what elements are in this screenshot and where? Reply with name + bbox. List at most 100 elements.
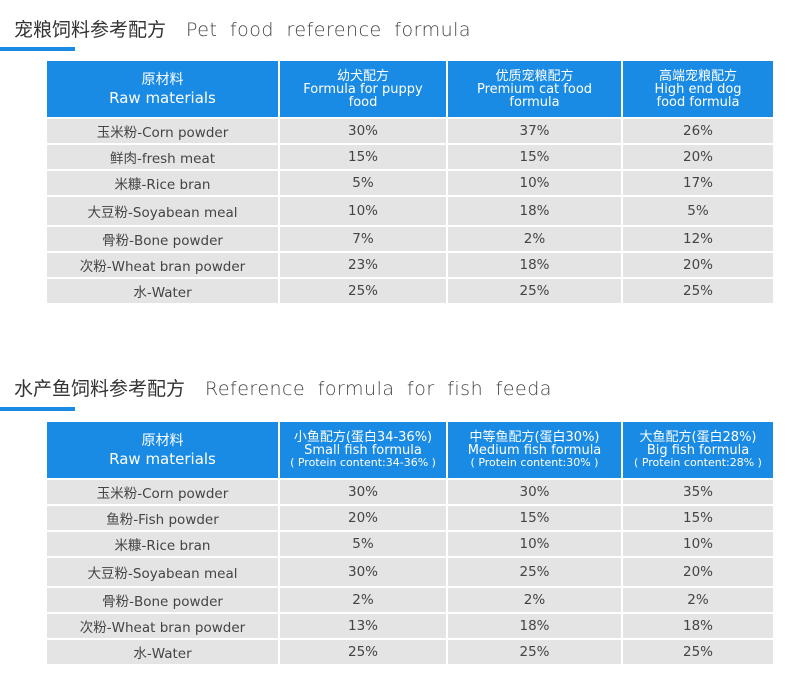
table-row: 次粉-Wheat bran powder 13% 18% 18%	[45, 612, 775, 640]
cell-value: 12%	[621, 225, 775, 253]
pet-food-title-underline	[0, 47, 75, 51]
cell-material: 大豆粉-Soyabean meal	[45, 195, 280, 227]
header-line-en: Premium cat food	[476, 81, 593, 97]
table-row: 次粉-Wheat bran powder 23% 18% 20%	[45, 251, 775, 279]
cell-value: 30%	[278, 117, 448, 145]
table-header-row: 原材料 Raw materials 幼犬配方 Formula for puppy…	[45, 59, 775, 119]
cell-value: 20%	[278, 504, 448, 532]
header-raw-materials: 原材料 Raw materials	[45, 420, 280, 480]
fish-feed-title-en: Reference formula for fish feeda	[205, 378, 552, 400]
table-row: 米糠-Rice bran 5% 10% 10%	[45, 530, 775, 558]
cell-value: 15%	[446, 143, 623, 171]
header-line-cn: 中等鱼配方(蛋白30%)	[469, 430, 600, 445]
header-line-cn: 原材料	[141, 433, 184, 449]
cell-material: 鲜肉-fresh meat	[45, 143, 280, 171]
pet-food-title-cn: 宠粮饲料参考配方	[14, 19, 167, 41]
cell-value: 5%	[278, 169, 448, 197]
header-puppy-formula: 幼犬配方 Formula for puppy food	[278, 59, 448, 119]
header-line-protein: ( Protein content:28% )	[634, 456, 762, 469]
fish-feed-title-cn: 水产鱼饲料参考配方	[14, 378, 186, 400]
cell-material: 水-Water	[45, 277, 280, 305]
cell-value: 15%	[446, 504, 623, 532]
cell-value: 25%	[621, 638, 775, 666]
cell-value: 10%	[621, 530, 775, 558]
cell-value: 18%	[446, 251, 623, 279]
cell-value: 2%	[446, 586, 623, 614]
fish-feed-title: 水产鱼饲料参考配方 Reference formula for fish feed…	[14, 375, 552, 403]
pet-food-title: 宠粮饲料参考配方 Pet food reference formula	[14, 16, 471, 44]
cell-material: 鱼粉-Fish powder	[45, 504, 280, 532]
header-line-cn: 原材料	[141, 72, 184, 88]
header-line-cn: 大鱼配方(蛋白28%)	[639, 430, 757, 445]
cell-value: 18%	[446, 612, 623, 640]
header-line-cn: 高端宠粮配方	[658, 68, 737, 84]
header-line-en: Raw materials	[109, 450, 216, 468]
header-line-en-2: formula	[509, 94, 560, 110]
cell-value: 26%	[621, 117, 775, 145]
cell-value: 2%	[278, 586, 448, 614]
header-raw-materials: 原材料 Raw materials	[45, 59, 280, 119]
cell-value: 5%	[278, 530, 448, 558]
header-line-en-2: food	[348, 94, 378, 110]
table-row: 鲜肉-fresh meat 15% 15% 20%	[45, 143, 775, 171]
table-row: 大豆粉-Soyabean meal 30% 25% 20%	[45, 556, 775, 588]
table-row: 水-Water 25% 25% 25%	[45, 638, 775, 666]
cell-value: 30%	[278, 556, 448, 588]
table-row: 大豆粉-Soyabean meal 10% 18% 5%	[45, 195, 775, 227]
cell-value: 18%	[621, 612, 775, 640]
cell-material: 玉米粉-Corn powder	[45, 117, 280, 145]
cell-value: 30%	[278, 478, 448, 506]
cell-value: 25%	[446, 556, 623, 588]
cell-material: 次粉-Wheat bran powder	[45, 612, 280, 640]
cell-value: 23%	[278, 251, 448, 279]
cell-value: 20%	[621, 556, 775, 588]
pet-food-table: 原材料 Raw materials 幼犬配方 Formula for puppy…	[45, 59, 775, 305]
header-line-en: High end dog	[654, 81, 742, 97]
cell-value: 37%	[446, 117, 623, 145]
header-dog-formula: 高端宠粮配方 High end dog food formula	[621, 59, 775, 119]
header-line-cn: 幼犬配方	[336, 68, 389, 84]
cell-material: 大豆粉-Soyabean meal	[45, 556, 280, 588]
header-big-fish-formula: 大鱼配方(蛋白28%) Big fish formula ( Protein c…	[621, 420, 775, 480]
cell-value: 10%	[446, 530, 623, 558]
fish-feed-table: 原材料 Raw materials 小鱼配方(蛋白34-36%) Small f…	[45, 420, 775, 666]
cell-value: 15%	[621, 504, 775, 532]
cell-value: 20%	[621, 143, 775, 171]
table-row: 骨粉-Bone powder 7% 2% 12%	[45, 225, 775, 253]
header-line-en: Formula for puppy	[303, 81, 423, 97]
cell-value: 2%	[446, 225, 623, 253]
cell-material: 水-Water	[45, 638, 280, 666]
cell-value: 17%	[621, 169, 775, 197]
cell-value: 35%	[621, 478, 775, 506]
pet-food-title-en: Pet food reference formula	[186, 19, 472, 41]
header-line-en: Big fish formula	[646, 443, 750, 458]
cell-value: 2%	[621, 586, 775, 614]
cell-material: 米糠-Rice bran	[45, 530, 280, 558]
cell-value: 30%	[446, 478, 623, 506]
cell-value: 10%	[278, 195, 448, 227]
header-line-protein: ( Protein content:34-36% )	[290, 456, 436, 469]
cell-value: 25%	[278, 638, 448, 666]
header-line-protein: ( Protein content:30% )	[470, 456, 599, 469]
cell-value: 18%	[446, 195, 623, 227]
table-row: 玉米粉-Corn powder 30% 37% 26%	[45, 117, 775, 145]
table-header-row: 原材料 Raw materials 小鱼配方(蛋白34-36%) Small f…	[45, 420, 775, 480]
cell-material: 玉米粉-Corn powder	[45, 478, 280, 506]
cell-value: 25%	[278, 277, 448, 305]
header-line-en: Small fish formula	[304, 443, 422, 458]
cell-value: 15%	[278, 143, 448, 171]
header-line-en-2: food formula	[656, 94, 740, 110]
table-row: 鱼粉-Fish powder 20% 15% 15%	[45, 504, 775, 532]
header-line-cn: 优质宠粮配方	[495, 68, 574, 84]
cell-value: 13%	[278, 612, 448, 640]
fish-feed-title-underline	[0, 407, 75, 411]
cell-value: 25%	[621, 277, 775, 305]
header-line-cn: 小鱼配方(蛋白34-36%)	[293, 430, 433, 445]
header-line-en: Raw materials	[109, 89, 216, 107]
cell-value: 7%	[278, 225, 448, 253]
table-row: 米糠-Rice bran 5% 10% 17%	[45, 169, 775, 197]
header-line-en: Medium fish formula	[467, 443, 602, 458]
header-medium-fish-formula: 中等鱼配方(蛋白30%) Medium fish formula ( Prote…	[446, 420, 623, 480]
cell-value: 25%	[446, 277, 623, 305]
table-row: 水-Water 25% 25% 25%	[45, 277, 775, 305]
